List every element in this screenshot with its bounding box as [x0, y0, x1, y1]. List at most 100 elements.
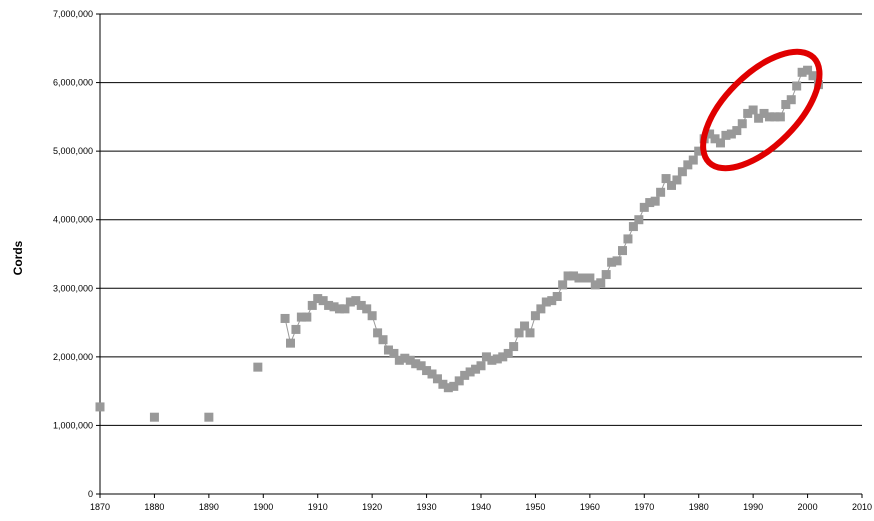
x-tick-label: 1920	[362, 502, 382, 512]
data-point	[296, 312, 306, 322]
y-tick-label: 4,000,000	[53, 215, 93, 225]
y-tick-label: 5,000,000	[53, 146, 93, 156]
data-point	[677, 167, 687, 177]
data-point	[623, 234, 633, 244]
data-point	[775, 112, 785, 122]
data-point	[362, 304, 372, 314]
x-tick-label: 1980	[689, 502, 709, 512]
data-point	[547, 296, 557, 306]
data-point	[705, 129, 715, 139]
data-point	[558, 280, 568, 290]
x-tick-label: 2000	[798, 502, 818, 512]
x-tick-label: 1870	[90, 502, 110, 512]
data-point	[786, 95, 796, 105]
data-point	[808, 71, 818, 81]
data-point	[694, 146, 704, 156]
data-point	[612, 256, 622, 266]
highlight-ellipse	[700, 48, 823, 172]
data-point	[579, 273, 589, 283]
data-point	[792, 81, 802, 91]
data-point	[422, 366, 432, 376]
data-point	[585, 273, 595, 283]
data-point	[492, 354, 502, 364]
data-point	[764, 112, 774, 122]
data-point	[291, 324, 301, 334]
data-point	[465, 367, 475, 377]
data-point	[329, 302, 339, 312]
data-point	[639, 202, 649, 212]
data-point	[601, 270, 611, 280]
y-tick-label: 1,000,000	[53, 420, 93, 430]
y-tick-label: 0	[88, 489, 93, 499]
x-tick-label: 2010	[852, 502, 872, 512]
x-tick-label: 1930	[417, 502, 437, 512]
data-point	[253, 362, 263, 372]
x-tick-label: 1900	[253, 502, 273, 512]
axes	[96, 13, 863, 498]
y-axis-title: Cords	[11, 240, 25, 275]
data-point	[563, 271, 573, 281]
data-point	[307, 300, 317, 310]
data-point	[759, 108, 769, 118]
data-point	[607, 257, 617, 267]
data-point	[149, 412, 159, 422]
data-point	[770, 112, 780, 122]
data-point	[454, 376, 464, 386]
data-point	[514, 328, 524, 338]
data-point	[688, 155, 698, 165]
data-point	[324, 300, 334, 310]
data-point	[471, 364, 481, 374]
x-tick-label: 1880	[144, 502, 164, 512]
data-point	[460, 370, 470, 380]
data-point	[737, 119, 747, 129]
data-point	[596, 278, 606, 288]
data-point	[95, 402, 105, 412]
y-tick-labels: 0 1,000,000 2,000,000 3,000,000 4,000,000 5,0…	[53, 9, 93, 499]
data-point	[394, 355, 404, 365]
data-point	[797, 67, 807, 77]
data-point	[748, 105, 758, 115]
data-point	[574, 273, 584, 283]
x-tick-label: 1940	[471, 502, 491, 512]
x-tick-label: 1910	[308, 502, 328, 512]
data-point	[427, 369, 437, 379]
data-point	[334, 304, 344, 314]
data-point	[345, 297, 355, 307]
data-point	[476, 361, 486, 371]
data-point	[683, 160, 693, 170]
data-point	[286, 338, 295, 348]
data-point	[503, 348, 513, 358]
data-point	[302, 312, 312, 322]
y-tick-label: 7,000,000	[53, 9, 93, 19]
data-point	[650, 196, 660, 206]
data-point	[656, 187, 666, 197]
data-point	[590, 280, 600, 290]
x-tick-label: 1950	[525, 502, 545, 512]
data-point	[443, 383, 453, 393]
data-point	[715, 138, 725, 148]
data-point	[405, 355, 415, 365]
x-tick-label: 1990	[743, 502, 763, 512]
data-point	[541, 297, 551, 307]
data-point	[710, 134, 720, 144]
data-point	[645, 198, 655, 208]
data-point	[383, 345, 393, 355]
data-point	[618, 246, 628, 256]
data-point	[356, 300, 366, 310]
data-point	[313, 294, 323, 304]
data-point	[487, 355, 497, 365]
data-point	[318, 296, 328, 306]
data-point	[525, 328, 535, 338]
y-tick-label: 3,000,000	[53, 283, 93, 293]
data-point	[569, 271, 579, 281]
data-point	[367, 311, 377, 321]
data-point	[438, 379, 448, 389]
data-point	[732, 126, 742, 136]
data-point	[432, 374, 442, 384]
data-point	[536, 304, 546, 314]
data-point	[781, 100, 791, 110]
data-point	[552, 292, 562, 302]
data-point	[280, 313, 290, 323]
x-tick-label: 1960	[580, 502, 600, 512]
data-point	[340, 304, 350, 314]
